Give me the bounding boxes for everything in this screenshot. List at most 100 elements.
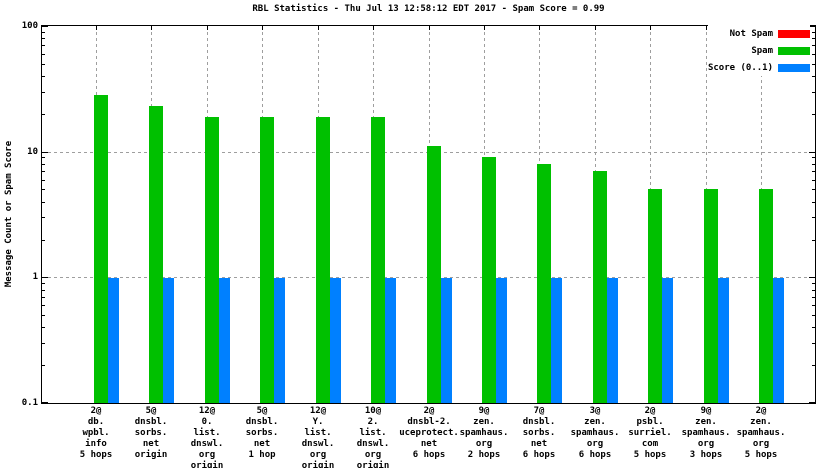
y-minor-tick-left <box>42 283 45 284</box>
bar-spam <box>94 95 108 403</box>
y-minor-tick-left <box>42 45 45 46</box>
y-minor-tick-left <box>42 164 45 165</box>
bar-score-0-1 <box>330 277 341 403</box>
y-minor-tick-right <box>812 54 815 55</box>
bar-spam <box>482 157 496 403</box>
y-tick-mark-right <box>809 277 815 278</box>
y-minor-tick-right <box>812 365 815 366</box>
x-tick-label: 2@ dnsbl-2. uceprotect. net 6 hops <box>399 406 459 460</box>
y-minor-tick-right <box>812 315 815 316</box>
legend-swatch-spam <box>778 46 810 55</box>
legend-swatch-score-0-1 <box>778 63 810 72</box>
y-minor-tick-right <box>812 180 815 181</box>
bar-score-0-1 <box>718 277 729 403</box>
bar-score-0-1 <box>274 277 285 403</box>
x-tick-label: 2@ db. wpbl. info 5 hops <box>79 406 113 460</box>
x-tick-label: 12@ 0. list. dnswl. org origin <box>190 406 224 468</box>
x-tick-label: 5@ dnsbl. sorbs. net 1 hop <box>245 406 279 460</box>
x-tick-mark-top <box>595 26 596 30</box>
y-minor-tick-right <box>812 283 815 284</box>
y-minor-tick-right <box>812 64 815 65</box>
y-axis-label: Message Count or Spam Score <box>4 140 14 288</box>
x-tick-mark-top <box>262 26 263 30</box>
x-tick-label: 9@ zen. spamhaus. org 2 hops <box>459 406 509 460</box>
y-tick-mark-right <box>809 402 815 403</box>
y-minor-tick-left <box>42 157 45 158</box>
y-minor-tick-right <box>812 297 815 298</box>
y-tick-label: 10 <box>27 147 38 157</box>
bar-score-0-1 <box>607 277 618 403</box>
x-tick-label: 2@ psbl. surriel. com 5 hops <box>628 406 672 460</box>
y-tick-mark-left <box>42 402 48 403</box>
y-minor-tick-right <box>812 45 815 46</box>
legend-label-spam: Spam <box>751 45 773 56</box>
legend-row-score-0-1: Score (0..1) <box>708 59 810 76</box>
y-minor-tick-left <box>42 365 45 366</box>
x-tick-label: 7@ dnsbl. sorbs. net 6 hops <box>522 406 556 460</box>
legend-row-not-spam: Not Spam <box>708 25 810 42</box>
y-tick-mark-right <box>809 26 815 27</box>
y-tick-mark-right <box>809 152 815 153</box>
y-minor-tick-right <box>812 76 815 77</box>
y-minor-tick-right <box>812 343 815 344</box>
y-minor-tick-right <box>812 92 815 93</box>
bar-score-0-1 <box>441 277 452 403</box>
x-tick-label: 12@ Y. list. dnswl. org origin <box>301 406 335 468</box>
bar-spam <box>260 116 274 403</box>
y-minor-tick-right <box>812 290 815 291</box>
y-tick-label: 100 <box>21 21 38 31</box>
bar-spam <box>371 116 385 403</box>
y-minor-tick-left <box>42 92 45 93</box>
y-minor-tick-right <box>812 240 815 241</box>
legend-label-score-0-1: Score (0..1) <box>707 62 773 73</box>
y-minor-tick-right <box>812 38 815 39</box>
y-minor-tick-left <box>42 64 45 65</box>
legend: Not Spam Spam Score (0..1) <box>707 25 810 76</box>
y-tick-mark-left <box>42 277 48 278</box>
x-tick-mark-top <box>151 26 152 30</box>
x-tick-label: 10@ 2. list. dnswl. org origin <box>356 406 390 468</box>
x-tick-mark-top <box>706 26 707 30</box>
x-tick-label: 5@ dnsbl. sorbs. net origin <box>134 406 168 460</box>
legend-row-spam: Spam <box>708 42 810 59</box>
y-minor-tick-right <box>812 305 815 306</box>
y-minor-tick-left <box>42 76 45 77</box>
y-minor-tick-right <box>812 189 815 190</box>
y-minor-tick-left <box>42 297 45 298</box>
y-minor-tick-right <box>812 32 815 33</box>
y-minor-tick-left <box>42 240 45 241</box>
bar-spam <box>149 106 163 403</box>
x-tick-mark-top <box>96 26 97 30</box>
y-minor-tick-left <box>42 189 45 190</box>
x-tick-mark-top <box>484 26 485 30</box>
y-minor-tick-left <box>42 217 45 218</box>
y-minor-tick-right <box>812 164 815 165</box>
x-tick-label: 9@ zen. spamhaus. org 3 hops <box>681 406 731 460</box>
x-tick-label: 3@ zen. spamhaus. org 6 hops <box>570 406 620 460</box>
y-tick-label: 1 <box>32 272 38 282</box>
y-minor-tick-left <box>42 327 45 328</box>
chart-title: RBL Statistics - Thu Jul 13 12:58:12 EDT… <box>252 4 605 14</box>
bar-spam <box>537 163 551 403</box>
y-tick-mark-left <box>42 26 48 27</box>
y-minor-tick-left <box>42 305 45 306</box>
y-minor-tick-right <box>812 114 815 115</box>
y-minor-tick-left <box>42 114 45 115</box>
x-tick-mark-top <box>318 26 319 30</box>
bar-spam <box>205 116 219 403</box>
y-minor-tick-right <box>812 217 815 218</box>
bar-spam <box>316 116 330 403</box>
x-tick-mark-top <box>539 26 540 30</box>
x-tick-mark-top <box>650 26 651 30</box>
plot-area <box>41 25 816 404</box>
y-minor-tick-right <box>812 157 815 158</box>
y-minor-tick-left <box>42 38 45 39</box>
y-minor-tick-right <box>812 171 815 172</box>
y-tick-label: 0.1 <box>21 398 38 408</box>
x-tick-mark-top <box>207 26 208 30</box>
bar-score-0-1 <box>385 277 396 403</box>
y-minor-tick-right <box>812 202 815 203</box>
bar-spam <box>704 189 718 403</box>
bar-score-0-1 <box>662 277 673 403</box>
